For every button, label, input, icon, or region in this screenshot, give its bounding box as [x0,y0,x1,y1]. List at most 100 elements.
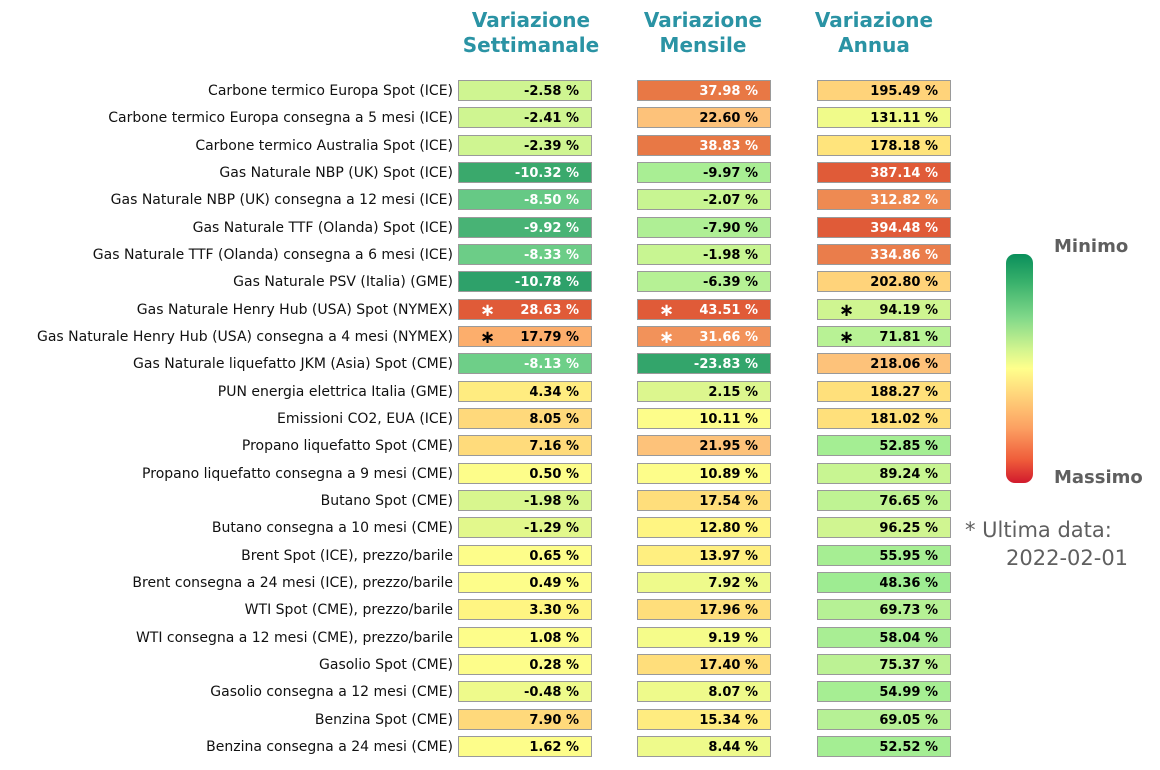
cell-weekly: 8.05 % [458,408,592,429]
row-label: Benzina Spot (CME) [314,712,453,728]
cell-annual: 71.81 % ∗ [817,326,951,347]
legend-min-label: Minimo [1054,236,1129,257]
cell-weekly: 0.65 % [458,545,592,566]
cell-monthly: 37.98 % [637,80,771,101]
cell-annual: 202.80 % [817,271,951,292]
cell-annual: 69.73 % [817,599,951,620]
cell-value: 1.08 % [529,631,579,646]
cell-annual: 55.95 % [817,545,951,566]
cell-value: 334.86 % [870,248,938,263]
cell-weekly: 7.90 % [458,709,592,730]
cell-value: 0.50 % [529,467,579,482]
cell-value: -9.97 % [702,166,758,181]
cell-value: 8.05 % [529,412,579,427]
cell-value: 7.16 % [529,439,579,454]
cell-monthly: 10.89 % [637,463,771,484]
cell-monthly: 7.92 % [637,572,771,593]
cell-weekly: -2.58 % [458,80,592,101]
cell-value: -10.32 % [514,166,579,181]
cell-weekly: -2.39 % [458,135,592,156]
cell-value: 178.18 % [870,139,938,154]
cell-weekly: -10.32 % [458,162,592,183]
last-date-note-line1: * Ultima data: [965,518,1112,542]
row-label: Propano liquefatto consegna a 9 mesi (CM… [142,466,453,482]
cell-value: 0.49 % [529,576,579,591]
cell-value: 17.40 % [699,658,758,673]
cell-value: 387.14 % [870,166,938,181]
cell-value: 7.90 % [529,713,579,728]
cell-value: -2.41 % [523,111,579,126]
cell-weekly: -9.92 % [458,217,592,238]
cell-value: 89.24 % [879,467,938,482]
cell-weekly: 1.08 % [458,627,592,648]
cell-annual: 89.24 % [817,463,951,484]
header-weekly-line1: Variazione [471,8,591,32]
cell-value: 21.95 % [699,439,758,454]
cell-value: 188.27 % [870,385,938,400]
cell-annual: 52.85 % [817,435,951,456]
cell-annual: 181.02 % [817,408,951,429]
header-monthly-line1: Variazione [643,8,763,32]
cell-monthly: -23.83 % [637,353,771,374]
cell-value: 17.54 % [699,494,758,509]
header-annual-line2: Annua [838,33,910,57]
cell-annual: 334.86 % [817,244,951,265]
cell-monthly: 8.44 % [637,736,771,757]
cell-monthly: 38.83 % [637,135,771,156]
row-label: WTI Spot (CME), prezzo/barile [244,602,453,618]
cell-value: 1.62 % [529,740,579,755]
row-label: PUN energia elettrica Italia (GME) [217,384,453,400]
cell-value: -1.98 % [523,494,579,509]
asterisk-icon: ∗ [480,327,496,348]
cell-value: 10.89 % [699,467,758,482]
cell-value: -23.83 % [693,357,758,372]
header-annual-line1: Variazione [814,8,934,32]
row-label: Carbone termico Europa Spot (ICE) [208,83,453,99]
cell-value: 15.34 % [699,713,758,728]
cell-value: 394.48 % [870,221,938,236]
cell-value: -10.78 % [514,275,579,290]
cell-weekly: 3.30 % [458,599,592,620]
cell-value: 312.82 % [870,193,938,208]
asterisk-icon: ∗ [480,300,496,321]
header-weekly: Variazione Settimanale [446,8,616,58]
cell-value: 58.04 % [879,631,938,646]
cell-value: -2.39 % [523,139,579,154]
cell-annual: 48.36 % [817,572,951,593]
cell-value: 13.97 % [699,549,758,564]
cell-value: 28.63 % [520,303,579,318]
cell-annual: 178.18 % [817,135,951,156]
row-label: Brent consegna a 24 mesi (ICE), prezzo/b… [132,575,453,591]
cell-annual: 58.04 % [817,627,951,648]
cell-weekly: 28.63 % ∗ [458,299,592,320]
cell-value: 12.80 % [699,521,758,536]
row-label: Gas Naturale liquefatto JKM (Asia) Spot … [133,356,453,372]
cell-value: 43.51 % [699,303,758,318]
cell-annual: 69.05 % [817,709,951,730]
cell-value: 131.11 % [870,111,938,126]
cell-monthly: 12.80 % [637,517,771,538]
cell-annual: 75.37 % [817,654,951,675]
row-label: Butano Spot (CME) [320,493,453,509]
cell-monthly: -9.97 % [637,162,771,183]
cell-monthly: 15.34 % [637,709,771,730]
cell-monthly: 22.60 % [637,107,771,128]
row-label: Carbone termico Europa consegna a 5 mesi… [108,110,453,126]
cell-value: -0.48 % [523,685,579,700]
cell-value: -2.58 % [523,84,579,99]
cell-monthly: -6.39 % [637,271,771,292]
cell-weekly: -8.33 % [458,244,592,265]
cell-value: 3.30 % [529,603,579,618]
cell-annual: 195.49 % [817,80,951,101]
cell-value: 37.98 % [699,84,758,99]
asterisk-icon: ∗ [839,300,855,321]
cell-value: 71.81 % [879,330,938,345]
cell-value: 31.66 % [699,330,758,345]
cell-value: 54.99 % [879,685,938,700]
row-label: Gas Naturale TTF (Olanda) consegna a 6 m… [92,247,453,263]
asterisk-icon: ∗ [659,327,675,348]
cell-value: 218.06 % [870,357,938,372]
cell-monthly: 8.07 % [637,681,771,702]
cell-value: 2.15 % [708,385,758,400]
cell-annual: 188.27 % [817,381,951,402]
